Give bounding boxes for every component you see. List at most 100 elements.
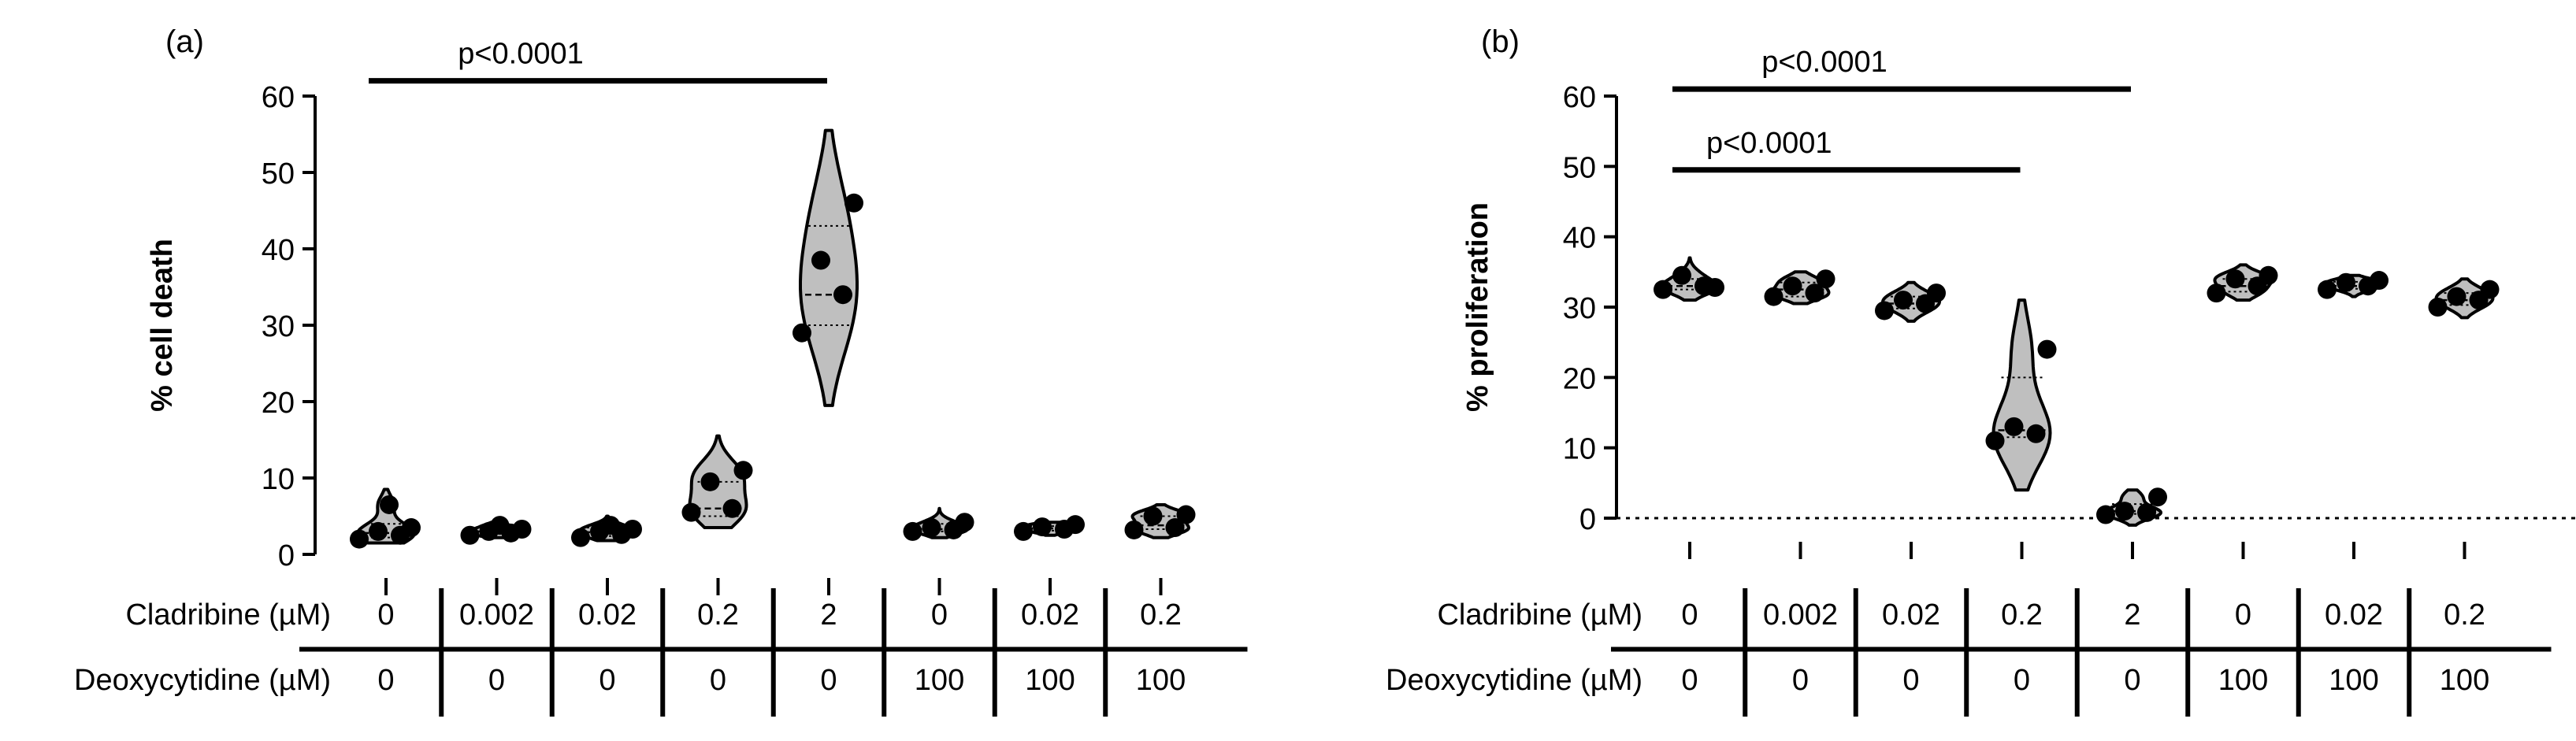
data-point — [733, 461, 753, 480]
data-point — [2370, 271, 2389, 291]
table-cell: 0.002 — [1763, 598, 1838, 632]
significance-label: p<0.0001 — [1761, 46, 1887, 79]
table-cell: 0 — [2124, 664, 2140, 697]
panel-label: (b) — [1481, 24, 1520, 59]
table-cell: 0.02 — [578, 598, 637, 632]
data-point — [1014, 521, 1033, 541]
table-cell: 0 — [820, 664, 837, 697]
data-point — [700, 472, 720, 491]
table-cell: 0.02 — [2325, 598, 2383, 632]
table-cell: 100 — [915, 664, 964, 697]
data-point — [811, 250, 830, 270]
data-point — [844, 193, 863, 213]
y-tick-label: 10 — [262, 463, 295, 496]
table-cell: 0.002 — [459, 598, 534, 632]
table-cell: 0 — [488, 664, 505, 697]
y-tick-label: 0 — [278, 539, 295, 572]
y-tick-label: 40 — [262, 234, 295, 267]
table-cell: 0 — [2014, 664, 2030, 697]
significance-label: p<0.0001 — [458, 38, 584, 71]
data-point — [1176, 505, 1196, 524]
data-point — [922, 518, 941, 538]
y-tick-label: 0 — [1579, 503, 1596, 536]
table-cell: 0.2 — [2001, 598, 2043, 632]
data-point — [722, 498, 742, 518]
data-point — [1654, 280, 1672, 299]
data-point — [1066, 515, 1085, 535]
data-point — [2096, 505, 2115, 524]
table-cell: 0 — [1681, 598, 1698, 632]
y-tick-label: 50 — [1563, 151, 1596, 184]
table-cell: 0 — [931, 598, 948, 632]
data-point — [2225, 269, 2245, 289]
y-tick-label: 50 — [262, 157, 295, 191]
data-point — [1165, 518, 1185, 538]
data-point — [2318, 280, 2337, 299]
data-point — [1875, 301, 1894, 320]
data-point — [402, 518, 421, 538]
data-point — [2115, 502, 2134, 521]
y-tick-label: 10 — [1563, 433, 1596, 466]
data-point — [2447, 287, 2467, 306]
data-point — [2148, 487, 2167, 507]
table-row-label: Cladribine (µM) — [1437, 598, 1642, 632]
data-point — [2026, 424, 2046, 443]
data-point — [512, 519, 532, 539]
y-tick-label: 30 — [1563, 292, 1596, 325]
data-point — [2207, 283, 2226, 303]
violin-body — [1991, 298, 2052, 492]
data-point — [2480, 280, 2500, 299]
y-tick-label: 20 — [262, 387, 295, 420]
data-point — [1805, 283, 1824, 303]
panel-label: (a) — [165, 24, 204, 59]
table-cell: 2 — [820, 598, 837, 632]
data-point — [380, 495, 399, 514]
table-cell: 0 — [1792, 664, 1809, 697]
significance-label: p<0.0001 — [1706, 127, 1832, 160]
y-tick-label: 40 — [1563, 222, 1596, 255]
table-cell: 0 — [2235, 598, 2251, 632]
data-point — [681, 502, 701, 522]
data-point — [955, 513, 974, 532]
table-cell: 0 — [1681, 664, 1698, 697]
table-cell: 0 — [1902, 664, 1919, 697]
table-cell: 0.02 — [1021, 598, 1079, 632]
table-cell: 100 — [2218, 664, 2268, 697]
data-point — [601, 516, 620, 535]
data-point — [1985, 431, 2005, 450]
data-point — [2259, 265, 2278, 285]
data-point — [1764, 287, 1784, 306]
data-point — [1894, 291, 1913, 310]
data-point — [623, 519, 642, 539]
table-cell: 0.2 — [697, 598, 739, 632]
data-point — [1143, 506, 1163, 526]
data-point — [2428, 298, 2448, 317]
table-cell: 0 — [377, 598, 394, 632]
table-cell: 0.02 — [1882, 598, 1940, 632]
data-point — [1672, 265, 1691, 285]
data-point — [2037, 339, 2057, 359]
data-point — [490, 516, 510, 535]
table-cell: 0 — [710, 664, 726, 697]
data-point — [571, 528, 590, 547]
y-axis-label: % cell death — [146, 239, 179, 412]
table-cell: 0 — [599, 664, 615, 697]
y-tick-label: 60 — [262, 81, 295, 114]
data-point — [350, 529, 369, 549]
table-cell: 100 — [2329, 664, 2378, 697]
data-point — [833, 285, 852, 305]
data-point — [2337, 272, 2355, 292]
table-cell: 100 — [1136, 664, 1186, 697]
data-point — [2137, 502, 2156, 522]
data-point — [1706, 277, 1724, 297]
y-tick-label: 60 — [1563, 81, 1596, 114]
data-point — [1124, 520, 1144, 539]
y-axis-label: % proliferation — [1461, 202, 1494, 412]
data-point — [1783, 276, 1802, 296]
table-cell: 2 — [2124, 598, 2140, 632]
data-point — [1927, 283, 1946, 303]
table-cell: 0 — [377, 664, 394, 697]
